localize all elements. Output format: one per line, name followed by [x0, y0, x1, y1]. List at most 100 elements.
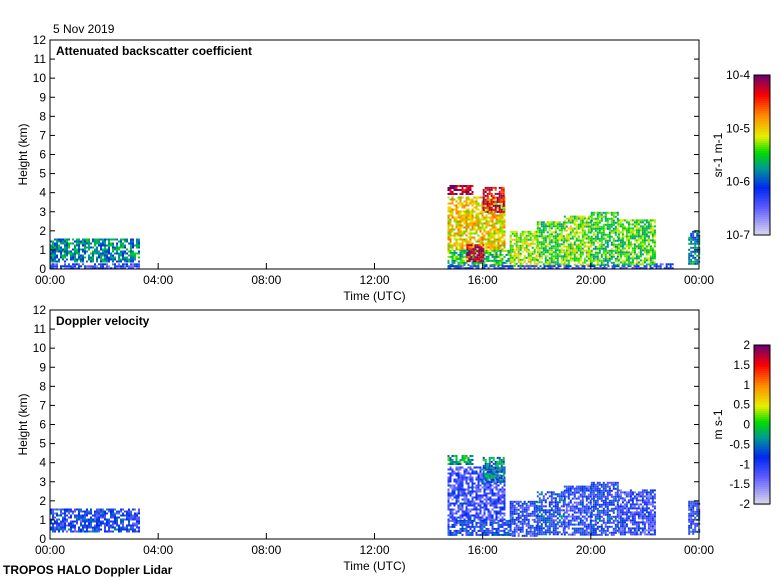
heatmap-cell [482, 198, 485, 201]
heatmap-cell [639, 221, 642, 224]
heatmap-cell [480, 260, 483, 263]
heatmap-cell [608, 253, 611, 256]
heatmap-cell [483, 478, 486, 481]
heatmap-cell [531, 256, 534, 259]
heatmap-cell [521, 526, 524, 529]
heatmap-cell [612, 221, 615, 224]
heatmap-cell [124, 518, 126, 521]
heatmap-cell [467, 267, 470, 270]
heatmap-cell [503, 508, 506, 511]
heatmap-cell [494, 466, 497, 469]
heatmap-cell [90, 524, 92, 527]
heatmap-cell [475, 202, 478, 205]
heatmap-cell [498, 458, 501, 461]
colorbar-segment [754, 155, 770, 158]
heatmap-cell [627, 261, 630, 264]
heatmap-cell [457, 476, 460, 479]
heatmap-cell [471, 476, 474, 479]
heatmap-cell [503, 212, 506, 215]
heatmap-cell [649, 263, 652, 266]
heatmap-cell [548, 247, 551, 250]
heatmap-cell [114, 518, 116, 521]
heatmap-cell [502, 192, 505, 195]
heatmap-cell [120, 250, 122, 253]
heatmap-cell [596, 253, 599, 256]
heatmap-cell [542, 235, 545, 238]
heatmap-cell [491, 228, 494, 231]
heatmap-cell [590, 217, 593, 220]
heatmap-cell [461, 527, 464, 530]
heatmap-cell [619, 223, 622, 226]
heatmap-cell [457, 261, 460, 264]
heatmap-cell [690, 252, 693, 255]
heatmap-cell [461, 202, 464, 205]
heatmap-cell [619, 251, 622, 254]
heatmap-cell [515, 526, 518, 529]
heatmap-cell [461, 196, 464, 199]
heatmap-cell [475, 228, 478, 231]
heatmap-cell [463, 457, 466, 459]
heatmap-cell [88, 254, 90, 257]
heatmap-cell [449, 236, 452, 239]
heatmap-cell [573, 253, 576, 256]
heatmap-cell [481, 472, 484, 475]
heatmap-cell [554, 533, 557, 536]
heatmap-cell [461, 214, 464, 217]
heatmap-cell [487, 234, 490, 237]
heatmap-cell [467, 519, 470, 522]
heatmap-cell [461, 478, 464, 481]
colorbar-segment [754, 85, 770, 88]
heatmap-cell [573, 221, 576, 224]
heatmap-cell [602, 263, 605, 266]
heatmap-cell [463, 468, 466, 471]
heatmap-cell [533, 230, 536, 233]
heatmap-cell [567, 237, 570, 240]
heatmap-cell [54, 528, 56, 531]
heatmap-cell [600, 219, 603, 222]
heatmap-cell [86, 518, 88, 521]
heatmap-cell [550, 261, 553, 264]
heatmap-cell [461, 510, 464, 513]
heatmap-cell [527, 514, 530, 517]
heatmap-cell [455, 480, 458, 483]
heatmap-cell [567, 533, 570, 536]
heatmap-cell [96, 256, 98, 259]
heatmap-cell [581, 239, 584, 242]
heatmap-cell [471, 455, 474, 457]
heatmap-cell [478, 246, 481, 249]
heatmap-cell [479, 533, 482, 536]
heatmap-cell [459, 212, 462, 215]
heatmap-cell [608, 255, 611, 258]
heatmap-cell [447, 490, 450, 493]
heatmap-cell [554, 241, 557, 244]
heatmap-cell [552, 519, 555, 522]
heatmap-cell [455, 496, 458, 499]
heatmap-cell [600, 211, 603, 214]
heatmap-cell [499, 508, 502, 511]
heatmap-cell [471, 200, 474, 203]
heatmap-cell [465, 257, 468, 260]
heatmap-cell [556, 261, 559, 264]
heatmap-cell [484, 458, 487, 461]
heatmap-cell [485, 484, 488, 487]
heatmap-cell [606, 249, 609, 252]
heatmap-cell [459, 478, 462, 481]
heatmap-cell [455, 519, 458, 522]
heatmap-cell [459, 261, 462, 264]
heatmap-cell [542, 519, 545, 522]
heatmap-cell [481, 200, 484, 203]
heatmap-cell [76, 508, 78, 511]
heatmap-cell [488, 456, 491, 459]
heatmap-cell [88, 258, 90, 261]
heatmap-cell [610, 257, 613, 260]
heatmap-cell [637, 231, 640, 234]
heatmap-cell [515, 516, 518, 519]
heatmap-cell [461, 244, 464, 247]
heatmap-cell [459, 253, 462, 256]
heatmap-cell [552, 225, 555, 228]
heatmap-cell [471, 533, 474, 536]
heatmap-cell [455, 533, 458, 536]
heatmap-cell [484, 194, 487, 197]
heatmap-cell [608, 211, 611, 214]
heatmap-cell [563, 493, 566, 496]
